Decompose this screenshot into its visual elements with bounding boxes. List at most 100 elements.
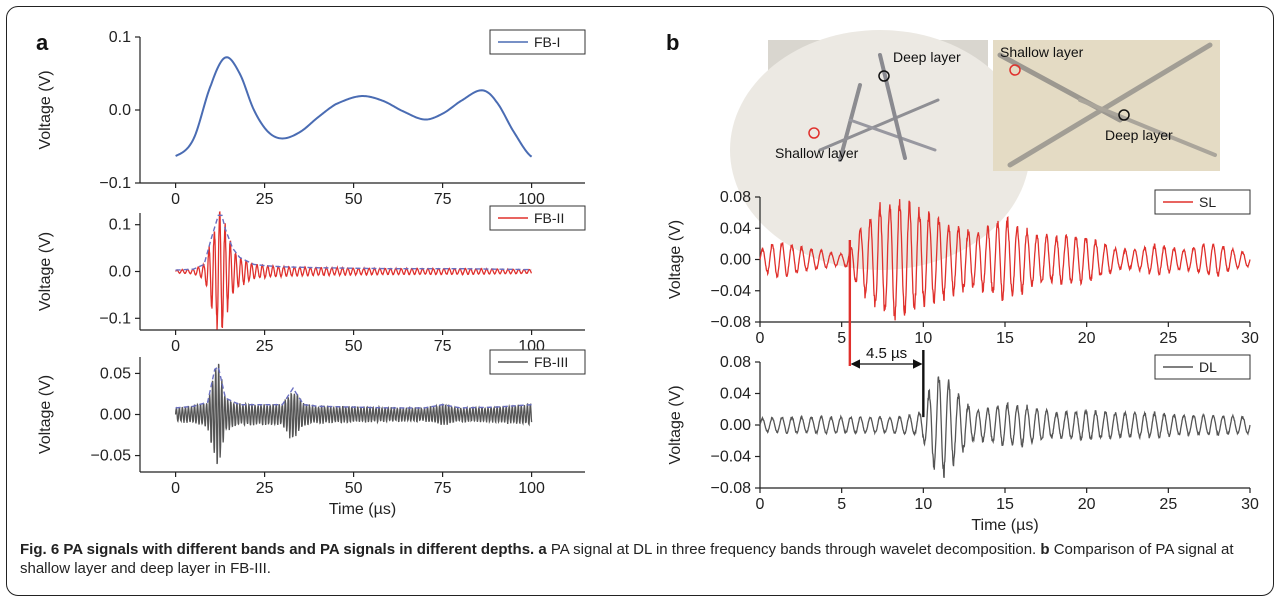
x-tick-label: 0 <box>756 496 765 513</box>
x-tick-label: 25 <box>1159 496 1177 513</box>
x-tick-label: 100 <box>518 191 545 208</box>
series-DL <box>759 376 1251 478</box>
y-tick-label: −0.08 <box>711 314 752 331</box>
x-tick-label: 20 <box>1078 496 1096 513</box>
chart-a3: 0 25 50 75 100 −0.05 0.00 0.05 Voltage (V) Time (… <box>37 349 586 518</box>
delay-label: 4.5 µs <box>866 345 907 362</box>
x-tick-label: 25 <box>256 480 274 497</box>
y-tick-label: −0.1 <box>99 310 131 327</box>
photo-left-shallow-label: Shallow layer <box>775 145 859 161</box>
panel-label-a: a <box>36 30 49 55</box>
caption-a-label: a <box>538 541 547 558</box>
chart-b2: 0 5 10 15 20 25 30 −0.08 −0.04 0.00 0.04 0.08 Voltag… <box>667 354 1259 534</box>
x-tick-label: 25 <box>1159 330 1177 347</box>
legend-label: FB-II <box>534 210 564 226</box>
x-axis-label: Time (µs) <box>329 501 396 518</box>
photo-right: Shallow layer Deep layer <box>993 40 1220 171</box>
x-tick-label: 75 <box>434 338 452 355</box>
x-tick-label: 30 <box>1241 330 1259 347</box>
x-tick-label: 10 <box>914 496 932 513</box>
y-tick-label: −0.04 <box>711 449 752 466</box>
y-tick-label: 0.00 <box>100 407 131 424</box>
x-tick-label: 0 <box>171 338 180 355</box>
y-tick-label: 0.04 <box>720 386 751 403</box>
x-tick-label: 50 <box>345 338 363 355</box>
y-tick-label: 0.05 <box>100 365 131 382</box>
y-axis-label: Voltage (V) <box>37 232 54 311</box>
legend-box <box>1154 189 1251 215</box>
chart-a1: 0 25 50 75 100 −0.1 0.0 0.1 Voltage (V) FB-I <box>37 29 586 208</box>
y-tick-label: 0.00 <box>720 417 751 434</box>
x-tick-label: 0 <box>171 480 180 497</box>
y-tick-label: −0.04 <box>711 283 752 300</box>
deep-layer-marker-right <box>1118 109 1130 121</box>
y-tick-label: 0.1 <box>109 29 131 46</box>
x-tick-label: 30 <box>1241 496 1259 513</box>
x-tick-label: 15 <box>996 496 1014 513</box>
shallow-layer-marker <box>808 127 820 139</box>
photo-left-deep-label: Deep layer <box>893 49 961 65</box>
y-tick-label: 0.0 <box>109 264 131 281</box>
y-axis-label: Voltage (V) <box>667 220 684 299</box>
y-axis-label: Voltage (V) <box>37 375 54 454</box>
series-SL <box>759 199 1251 321</box>
caption-title: Fig. 6 PA signals with different bands a… <box>20 541 535 558</box>
series-FB-I <box>175 56 533 158</box>
x-tick-label: 75 <box>434 480 452 497</box>
legend-label: SL <box>1199 194 1216 210</box>
y-tick-label: 0.08 <box>720 189 751 206</box>
y-tick-label: −0.08 <box>711 480 752 497</box>
legend-label: FB-I <box>534 34 560 50</box>
y-tick-label: −0.1 <box>99 175 131 192</box>
y-tick-label: 0.08 <box>720 354 751 371</box>
caption-b-label: b <box>1040 541 1050 558</box>
x-tick-label: 0 <box>171 191 180 208</box>
y-tick-label: 0.04 <box>720 220 751 237</box>
x-tick-label: 20 <box>1078 330 1096 347</box>
y-axis-label: Voltage (V) <box>37 70 54 149</box>
y-tick-label: −0.05 <box>91 448 132 465</box>
panel-label-b: b <box>666 30 679 55</box>
photo-left: Deep layer Shallow layer <box>730 30 1030 270</box>
x-tick-label: 25 <box>256 191 274 208</box>
x-tick-label: 15 <box>996 330 1014 347</box>
legend: DL <box>1154 354 1251 380</box>
x-tick-label: 0 <box>756 330 765 347</box>
series-FB-III <box>174 363 533 465</box>
y-axis-label: Voltage (V) <box>667 385 684 464</box>
figure-frame <box>6 6 1274 596</box>
legend: FB-I <box>489 29 586 55</box>
legend: FB-III <box>489 349 586 375</box>
x-tick-label: 5 <box>837 330 846 347</box>
deep-layer-marker <box>878 70 890 82</box>
series-envelope <box>175 365 532 409</box>
photo-right-deep-label: Deep layer <box>1105 127 1173 143</box>
x-tick-label: 5 <box>837 496 846 513</box>
delay-annotation: 4.5 µs <box>848 239 925 418</box>
shallow-layer-marker-right <box>1009 64 1021 76</box>
legend-label: FB-III <box>534 354 568 370</box>
y-tick-label: 0.0 <box>109 102 131 119</box>
series-envelope <box>175 214 532 271</box>
figure: a b Deep layer Shallow layer Shallow lay… <box>36 29 1259 534</box>
photo-right-shallow-label: Shallow layer <box>1000 44 1084 60</box>
chart-b1: 0 5 10 15 20 25 30 −0.08 −0.04 0.00 0.04 0.08 Voltag… <box>667 189 1259 347</box>
series-FB-II <box>175 211 532 330</box>
y-tick-label: 0.00 <box>720 252 751 269</box>
legend: SL <box>1154 189 1251 215</box>
x-tick-label: 50 <box>345 191 363 208</box>
x-tick-label: 10 <box>914 330 932 347</box>
x-tick-label: 25 <box>256 338 274 355</box>
caption-b-text: Comparison of PA signal at shallow layer… <box>20 541 1234 577</box>
legend-label: DL <box>1199 359 1217 375</box>
x-tick-label: 100 <box>518 480 545 497</box>
x-tick-label: 75 <box>434 191 452 208</box>
legend: FB-II <box>489 205 586 231</box>
x-axis-label: Time (µs) <box>971 517 1038 534</box>
figure-caption: Fig. 6 PA signals with different bands a… <box>20 540 1260 578</box>
x-tick-label: 50 <box>345 480 363 497</box>
caption-a-text: PA signal at DL in three frequency bands… <box>550 541 1037 558</box>
y-tick-label: 0.1 <box>109 217 131 234</box>
